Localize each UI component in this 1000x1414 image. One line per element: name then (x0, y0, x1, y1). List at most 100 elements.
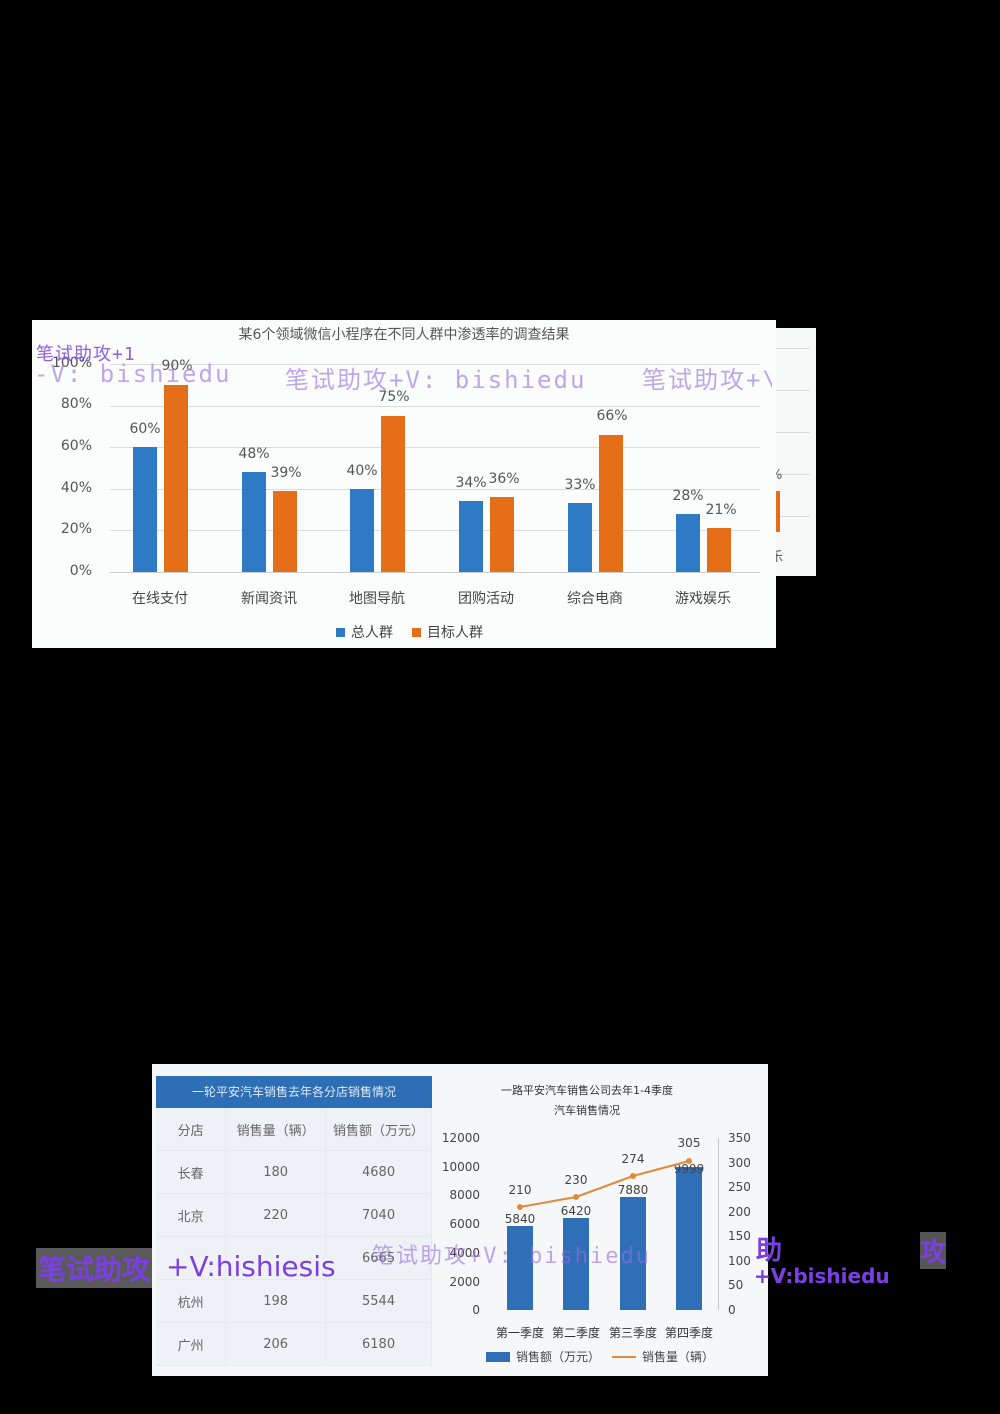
watermark-text: 笔试助攻 (36, 1248, 153, 1288)
cell-branch (156, 1237, 227, 1279)
bar-q1-revenue (507, 1226, 533, 1310)
cell-revenue: 7040 (326, 1194, 432, 1236)
cell-revenue: 6180 (326, 1323, 432, 1365)
value-label: 28% (672, 488, 704, 504)
right-y-tick: 0 (728, 1303, 736, 1317)
gridline (110, 364, 760, 365)
category-label: 团购活动 (458, 591, 514, 607)
right-y-tick: 50 (728, 1278, 744, 1292)
gridline (774, 348, 810, 349)
category-label: 第一季度 (495, 1326, 544, 1340)
right-y-tick: 200 (728, 1205, 751, 1219)
overlapping-chart-fragment: % 乐 (770, 328, 816, 576)
cell-revenue: 4680 (326, 1151, 432, 1193)
bar-total-map (350, 489, 374, 572)
watermark-text: -V: bishiedu (34, 360, 232, 388)
gridline (110, 530, 760, 531)
watermark-text: 笔试助攻+V: bishiedu (372, 1244, 651, 1269)
value-label: 48% (238, 446, 270, 462)
legend-item-volume: 销售量（辆） (612, 1348, 714, 1365)
legend-swatch-bar (486, 1351, 510, 1362)
watermark-text: 助 (756, 1236, 783, 1266)
gridline (110, 447, 760, 448)
bar-target-online-payment (164, 385, 188, 572)
value-label: 66% (596, 408, 628, 424)
legend-label: 销售量（辆） (642, 1350, 715, 1364)
gridline (774, 432, 810, 433)
cell-revenue: 6665 (326, 1237, 432, 1279)
y-tick: 80% (60, 396, 92, 412)
branch-sales-table: 一轮平安汽车销售去年各分店销售情况 分店 销售量（辆） 销售额（万元） 长春 1… (156, 1076, 432, 1366)
bar-value-label: 5840 (504, 1212, 536, 1226)
column-header: 销售额（万元） (326, 1108, 432, 1150)
legend-label: 总人群 (351, 625, 393, 641)
bar-value-label: 6420 (560, 1204, 592, 1218)
table-row: 北京 220 7040 (156, 1194, 432, 1237)
category-label: 在线支付 (132, 591, 188, 607)
cell-branch: 杭州 (156, 1280, 227, 1322)
legend-label: 销售额（万元） (516, 1350, 601, 1364)
value-label: 90% (161, 358, 193, 374)
legend-swatch-orange (412, 627, 421, 637)
car-sales-panel: 一轮平安汽车销售去年各分店销售情况 分店 销售量（辆） 销售额（万元） 长春 1… (152, 1064, 768, 1376)
gridline (774, 474, 810, 475)
bar-total-ecommerce (568, 503, 592, 572)
category-label: 地图导航 (349, 591, 405, 607)
y-tick: 40% (60, 480, 92, 496)
column-header: 分店 (156, 1108, 227, 1150)
legend-swatch-blue (336, 627, 345, 637)
line-value-label: 305 (677, 1136, 701, 1150)
table-header-row: 分店 销售量（辆） 销售额（万元） (156, 1108, 432, 1151)
gridline (110, 406, 760, 407)
legend-item-total: 总人群 (336, 622, 393, 642)
value-label: 33% (564, 477, 596, 493)
table-row: 长春 180 4680 (156, 1151, 432, 1194)
category-label: 第四季度 (664, 1326, 713, 1340)
cell-branch: 广州 (156, 1323, 227, 1365)
combo-chart-title-line2: 汽车销售情况 (554, 1104, 620, 1117)
y-tick: 60% (60, 438, 92, 454)
right-y-tick: 250 (728, 1180, 751, 1194)
bar-value-label: 9999 (673, 1162, 705, 1176)
table-title: 一轮平安汽车销售去年各分店销售情况 (156, 1076, 432, 1108)
gridline (774, 516, 810, 517)
watermark-text: 攻 (920, 1232, 947, 1269)
left-y-tick: 6000 (449, 1217, 480, 1231)
sales-volume-line (517, 1158, 692, 1210)
legend-item-revenue: 销售额（万元） (486, 1348, 600, 1365)
line-value-label: 210 (508, 1183, 532, 1197)
left-y-tick: 12000 (441, 1131, 480, 1145)
y-tick: 100% (51, 355, 92, 371)
column-header: 销售量（辆） (226, 1108, 327, 1150)
cell-revenue: 5544 (326, 1280, 432, 1322)
category-label: 综合电商 (567, 591, 623, 607)
cell-volume: 206 (226, 1323, 327, 1365)
value-label: 39% (270, 465, 302, 481)
bar-target-gaming (707, 528, 731, 572)
penetration-rate-chart: 某6个领域微信小程序在不同人群中渗透率的调查结果 100% 80% 60% 40… (32, 320, 776, 648)
value-label: 40% (346, 463, 378, 479)
bar-total-news (242, 472, 266, 572)
watermark-text: +V:bishiedu (754, 1264, 890, 1288)
bar-total-group-buy (459, 501, 483, 572)
bar-target-map (381, 416, 405, 572)
category-label: 第三季度 (608, 1326, 657, 1340)
value-label: 75% (378, 389, 410, 405)
cell-volume (226, 1237, 327, 1279)
watermark-text: 笔试助攻+1 (36, 344, 136, 365)
table-row: 杭州 198 5544 (156, 1280, 432, 1323)
cell-volume: 220 (226, 1194, 327, 1236)
table-row: 6665 (156, 1237, 432, 1280)
cell-branch: 北京 (156, 1194, 227, 1236)
watermark-text: +V:hishiesis (166, 1250, 336, 1283)
value-label: 34% (455, 475, 487, 491)
legend-label: 目标人群 (427, 625, 483, 641)
cell-branch: 长春 (156, 1151, 227, 1193)
bar-target-news (273, 491, 297, 572)
bar-q2-revenue (563, 1218, 589, 1310)
y-tick: 0% (69, 563, 92, 579)
legend-swatch-line (612, 1355, 636, 1358)
gridline (110, 489, 760, 490)
watermark-text: 笔试助攻+V: bishiedu (285, 366, 587, 394)
value-label: 36% (488, 471, 520, 487)
